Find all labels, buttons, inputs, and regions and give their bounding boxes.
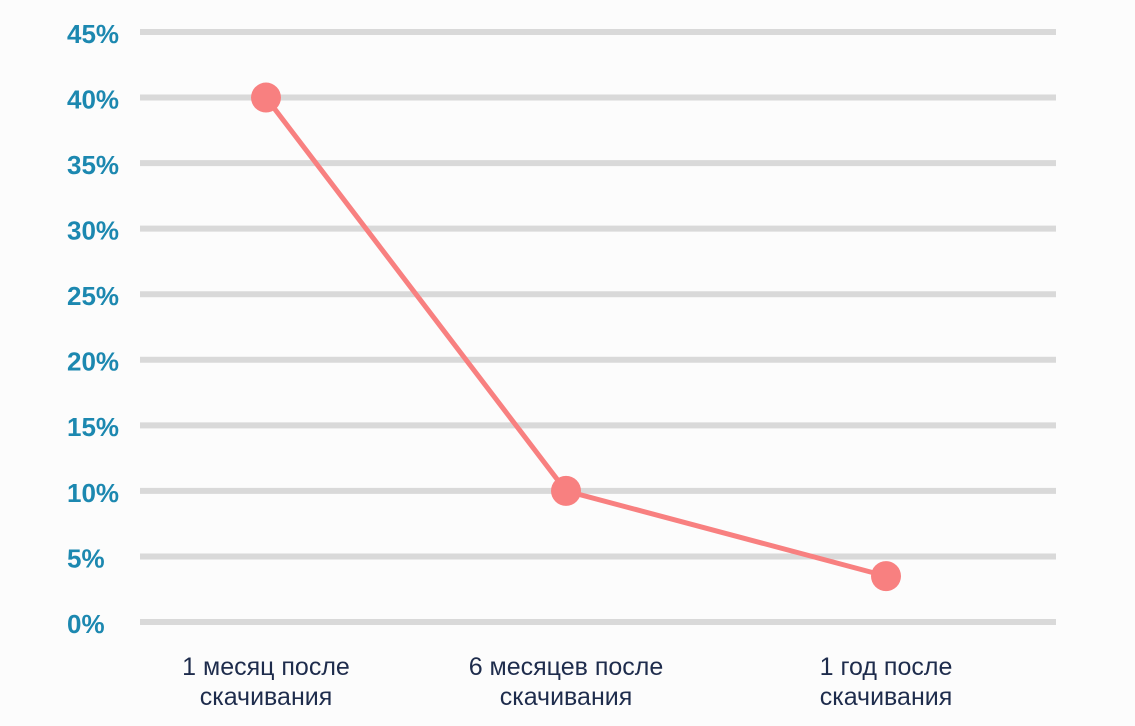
marker bbox=[871, 561, 901, 592]
marker bbox=[551, 475, 581, 506]
x-tick-label: 1 год после скачивания bbox=[819, 653, 953, 711]
x-tick-label: 6 месяцев после скачивания bbox=[468, 653, 664, 711]
line bbox=[264, 96, 887, 579]
x-tick-label: 1 месяц после скачивания bbox=[182, 653, 350, 711]
y-tick-label: 25% bbox=[67, 281, 119, 311]
y-tick-label: 40% bbox=[67, 84, 119, 114]
y-tick-label: 10% bbox=[67, 478, 119, 508]
y-tick-label: 5% bbox=[67, 543, 105, 573]
y-tick-label: 45% bbox=[67, 19, 119, 49]
y-tick-label: 15% bbox=[67, 412, 119, 442]
y-tick-label: 20% bbox=[67, 347, 119, 377]
y-tick-label: 30% bbox=[67, 216, 119, 246]
y-tick-label: 0% bbox=[67, 609, 105, 639]
y-tick-label: 35% bbox=[67, 150, 119, 180]
marker bbox=[251, 82, 281, 113]
